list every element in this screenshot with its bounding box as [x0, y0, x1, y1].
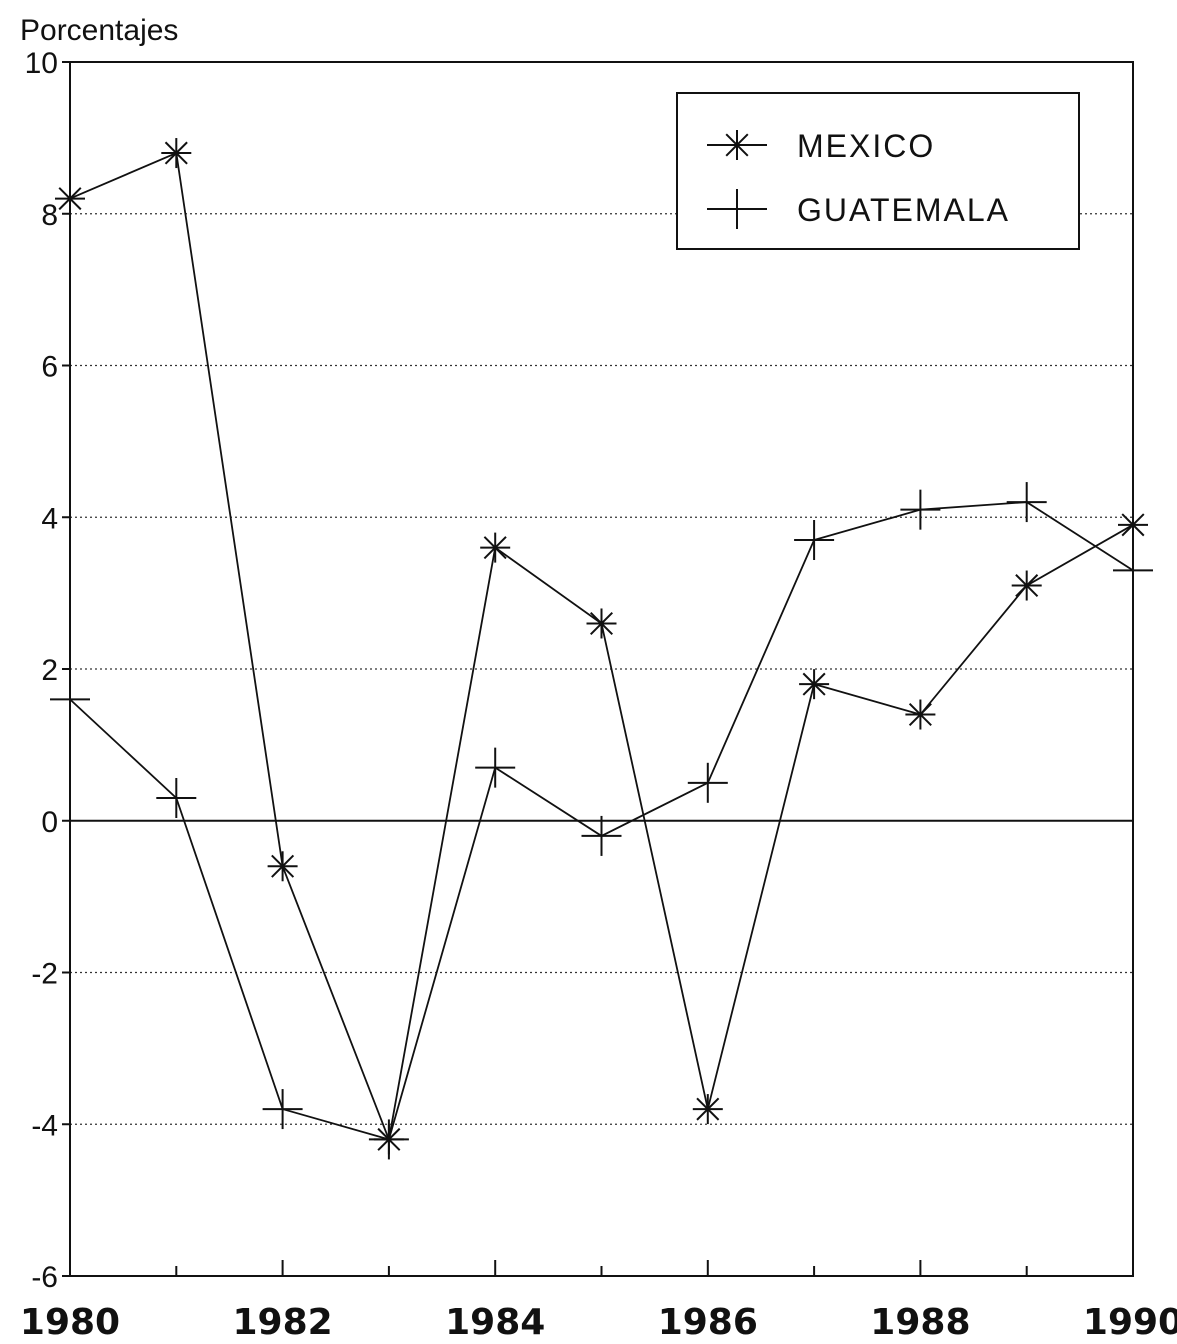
- point-mexico-1985: [586, 608, 617, 639]
- point-guatemala-1987: [794, 520, 835, 561]
- y-tick-label--2: -2: [31, 958, 58, 991]
- point-guatemala-1989: [1006, 482, 1047, 523]
- x-tick-label-1982: 1982: [232, 1302, 332, 1343]
- legend-marker-guatemala: [707, 189, 767, 229]
- point-mexico-1981: [161, 138, 192, 169]
- gridlines: [70, 213, 1133, 1125]
- point-guatemala-1983: [368, 1119, 409, 1160]
- point-guatemala-1986: [687, 762, 728, 803]
- legend-label-mexico: MEXICO: [797, 128, 935, 164]
- point-guatemala-1984: [475, 747, 516, 788]
- x-tick-label-1984: 1984: [445, 1302, 545, 1343]
- legend-marker-mexico: [707, 130, 767, 160]
- x-axis: 1980 1982 1984 1986 1988 1990: [20, 1260, 1177, 1343]
- point-mexico-1982: [267, 851, 298, 882]
- x-tick-label-1990: 1990: [1083, 1302, 1177, 1343]
- legend-box: [676, 92, 1080, 250]
- point-guatemala-1981: [156, 777, 197, 818]
- series-guatemala: [50, 482, 1153, 1160]
- x-tick-label-1980: 1980: [20, 1302, 120, 1343]
- point-guatemala-1988: [900, 489, 941, 530]
- y-tick-label-0: 0: [41, 806, 58, 839]
- series-layer: [50, 138, 1153, 1160]
- legend-asterisk-marker: [722, 130, 752, 160]
- y-axis-title: Porcentajes: [20, 14, 178, 47]
- y-axis: -6 -4 -2 0 2 4 6 8 10: [25, 47, 70, 1294]
- y-tick-label-6: 6: [41, 351, 58, 384]
- point-mexico-1988: [905, 699, 936, 730]
- point-mexico-1986: [692, 1094, 723, 1125]
- series-line-mexico: [69, 151, 1134, 1143]
- point-mexico-1987: [799, 669, 830, 700]
- y-tick-label--4: -4: [31, 1109, 58, 1142]
- point-guatemala-1990: [1113, 550, 1153, 591]
- point-mexico-1980: [55, 183, 85, 214]
- point-mexico-1989: [1011, 570, 1042, 601]
- point-guatemala-1980: [50, 679, 90, 720]
- x-tick-label-1988: 1988: [870, 1302, 970, 1343]
- y-tick-label-4: 4: [41, 502, 58, 535]
- legend: MEXICO GUATEMALA: [676, 92, 1080, 250]
- y-tick-label-8: 8: [41, 199, 58, 232]
- point-mexico-1990: [1118, 509, 1148, 540]
- point-mexico-1984: [480, 532, 511, 563]
- point-guatemala-1982: [262, 1089, 303, 1130]
- legend-plus-marker: [717, 189, 757, 229]
- series-mexico: [55, 138, 1148, 1155]
- point-guatemala-1985: [581, 815, 622, 856]
- y-tick-label-2: 2: [41, 654, 58, 687]
- y-tick-label-10: 10: [25, 47, 58, 80]
- y-tick-label--6: -6: [31, 1261, 58, 1294]
- legend-label-guatemala: GUATEMALA: [797, 192, 1010, 228]
- x-tick-label-1986: 1986: [658, 1302, 758, 1343]
